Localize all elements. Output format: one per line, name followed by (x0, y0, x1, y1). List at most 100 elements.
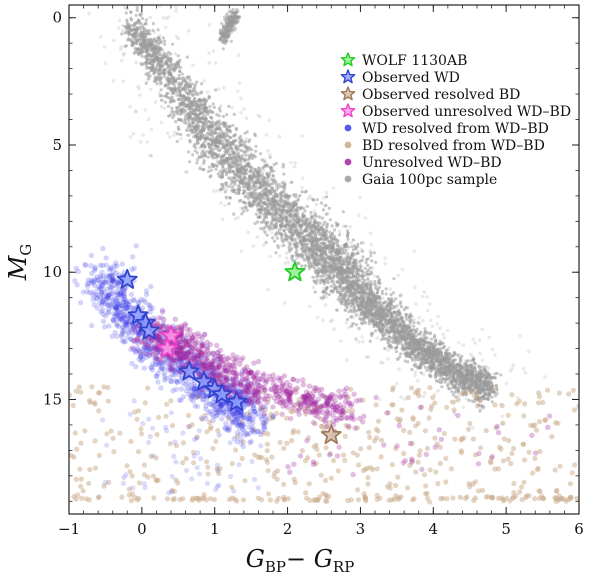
gaia-point (286, 197, 290, 201)
gaia-point (377, 281, 381, 285)
gaia-point (270, 215, 274, 219)
gaia-point (490, 381, 494, 385)
gaia-point (272, 163, 276, 167)
gaia-point (306, 242, 310, 246)
gaia-point (322, 263, 326, 267)
gaia-point (228, 124, 232, 128)
gaia-point (218, 126, 222, 130)
gaia-point (274, 251, 278, 255)
gaia-point (177, 73, 181, 77)
gaia-point (222, 124, 226, 128)
gaia-point (479, 365, 483, 369)
gaia-point (198, 100, 202, 104)
gaia-point (440, 385, 444, 389)
gaia-point (137, 53, 141, 57)
gaia-point (188, 160, 192, 164)
gaia-point (277, 183, 281, 187)
gaia-point (402, 308, 406, 312)
gaia-point (272, 239, 277, 243)
gaia-point (405, 332, 409, 336)
gaia-point (324, 225, 329, 229)
gaia-point (201, 149, 205, 153)
gaia-point (301, 253, 305, 257)
gaia-point (168, 78, 172, 82)
gaia-point (244, 194, 249, 198)
gaia-point (359, 301, 363, 305)
gaia-point (354, 313, 358, 317)
gaia-point (299, 228, 303, 232)
gaia-point (366, 268, 370, 272)
gaia-point (345, 229, 350, 233)
gaia-point (324, 277, 328, 281)
gaia-point (303, 264, 307, 268)
gaia-point (195, 104, 199, 108)
gaia-point (362, 320, 366, 324)
gaia-point (175, 139, 179, 144)
gaia-point (294, 251, 298, 255)
gaia-point (177, 127, 181, 131)
gaia-point (127, 37, 131, 41)
gaia-point (221, 114, 225, 118)
gaia-point (162, 74, 166, 78)
gaia-point (233, 133, 237, 137)
gaia-point (322, 243, 326, 247)
gaia-point (134, 13, 138, 17)
gaia-point (329, 284, 333, 288)
gaia-point (451, 377, 455, 381)
gaia-point (309, 219, 313, 223)
gaia-point (252, 188, 256, 192)
gaia-point (207, 128, 211, 132)
gaia-point (254, 149, 258, 153)
gaia-point (227, 184, 232, 188)
gaia-point (161, 67, 166, 71)
gaia-point (369, 280, 373, 284)
gaia-point (277, 212, 281, 216)
gaia-point (330, 289, 334, 293)
gaia-point (344, 293, 348, 297)
gaia-point (439, 355, 443, 359)
gaia-point (383, 346, 387, 351)
gaia-point (168, 81, 172, 85)
gaia-point (300, 190, 304, 194)
gaia-point (176, 90, 180, 94)
gaia-point (208, 104, 212, 109)
gaia-point (405, 343, 409, 348)
gaia-point (139, 22, 143, 26)
gaia-point (294, 226, 298, 230)
gaia-point (430, 360, 434, 364)
gaia-point (326, 244, 330, 248)
gaia-point (460, 374, 464, 378)
gaia-point (405, 313, 409, 317)
gaia-point (136, 33, 140, 37)
gaia-point (345, 289, 349, 293)
gaia-point (192, 89, 197, 93)
gaia-point (326, 281, 330, 285)
gaia-point (381, 334, 385, 338)
gaia-point (158, 40, 162, 45)
gaia-point (209, 168, 213, 172)
gaia-point (387, 334, 391, 338)
gaia-point (180, 72, 184, 76)
gaia-point (255, 200, 259, 204)
gaia-point (381, 325, 385, 329)
gaia-point (334, 237, 338, 241)
gaia-point (305, 204, 309, 209)
gaia-point (249, 169, 253, 173)
gaia-point (265, 216, 269, 220)
gaia-point (218, 148, 222, 152)
gaia-point (493, 372, 497, 376)
gaia-point (153, 37, 157, 41)
gaia-point (204, 116, 208, 120)
gaia-point (338, 265, 342, 269)
gaia-point (316, 227, 320, 231)
gaia-point (354, 295, 359, 299)
gaia-point (321, 290, 325, 294)
gaia-point (193, 149, 197, 153)
gaia-point (209, 133, 213, 137)
gaia-point (167, 114, 171, 118)
gaia-point (264, 240, 268, 245)
gaia-point (281, 162, 285, 167)
gaia-point (338, 270, 342, 274)
gaia-point (129, 18, 134, 22)
gaia-point (164, 55, 168, 59)
